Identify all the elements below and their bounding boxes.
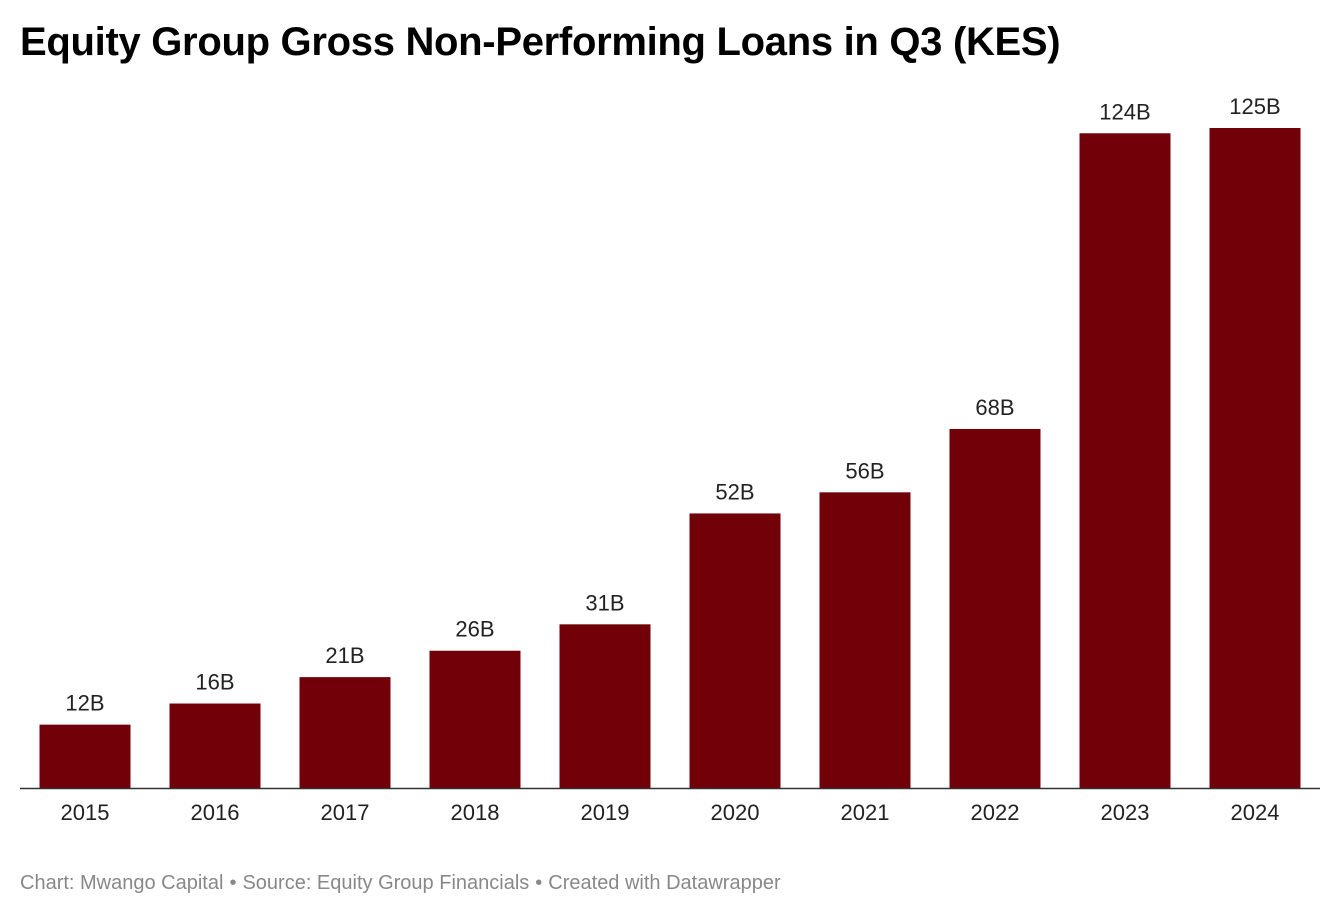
bar-2020 — [689, 513, 781, 788]
bar-2021 — [819, 492, 911, 788]
value-label-2023: 124B — [1099, 99, 1150, 124]
chart-title: Equity Group Gross Non-Performing Loans … — [20, 20, 1061, 64]
footer-separator: • — [535, 872, 543, 894]
value-label-2022: 68B — [975, 395, 1014, 420]
value-label-2017: 21B — [325, 643, 364, 668]
x-axis-tick-labels: 2015 2016 2017 2018 2019 2020 2021 2022 2023 2024 — [61, 800, 1280, 825]
tool-credit: Created with Datawrapper — [548, 872, 781, 894]
source-credit: Source: Equity Group Financials — [242, 872, 530, 894]
value-label-2019: 31B — [585, 590, 624, 615]
bar-2024 — [1209, 128, 1301, 788]
bar-2018 — [429, 650, 521, 788]
value-label-2021: 56B — [845, 458, 884, 483]
x-tick-label-2016: 2016 — [191, 800, 240, 825]
value-label-2018: 26B — [455, 617, 494, 642]
chart-footer: Chart: Mwango Capital • Source: Equity Gro… — [20, 872, 781, 895]
x-tick-label-2022: 2022 — [971, 800, 1020, 825]
bars-group — [39, 128, 1301, 788]
x-tick-label-2017: 2017 — [321, 800, 370, 825]
x-tick-label-2023: 2023 — [1101, 800, 1150, 825]
x-tick-label-2021: 2021 — [841, 800, 890, 825]
x-tick-label-2019: 2019 — [581, 800, 630, 825]
bar-2022 — [949, 428, 1041, 788]
value-label-2015: 12B — [65, 691, 104, 716]
x-tick-label-2015: 2015 — [61, 800, 110, 825]
value-labels-group: 12B 16B 21B 26B 31B 52B 56B 68B 124B 125B — [65, 94, 1280, 716]
x-tick-label-2020: 2020 — [711, 800, 760, 825]
bar-2019 — [559, 624, 651, 788]
bar-2023 — [1079, 133, 1171, 788]
bar-2015 — [39, 724, 131, 788]
bar-2016 — [169, 703, 261, 788]
x-tick-label-2018: 2018 — [451, 800, 500, 825]
value-label-2020: 52B — [715, 479, 754, 504]
chart-credit: Chart: Mwango Capital — [20, 872, 224, 894]
value-label-2024: 125B — [1229, 94, 1280, 119]
bar-2017 — [299, 677, 391, 788]
x-tick-label-2024: 2024 — [1231, 800, 1280, 825]
footer-separator: • — [229, 872, 237, 894]
value-label-2016: 16B — [195, 670, 234, 695]
